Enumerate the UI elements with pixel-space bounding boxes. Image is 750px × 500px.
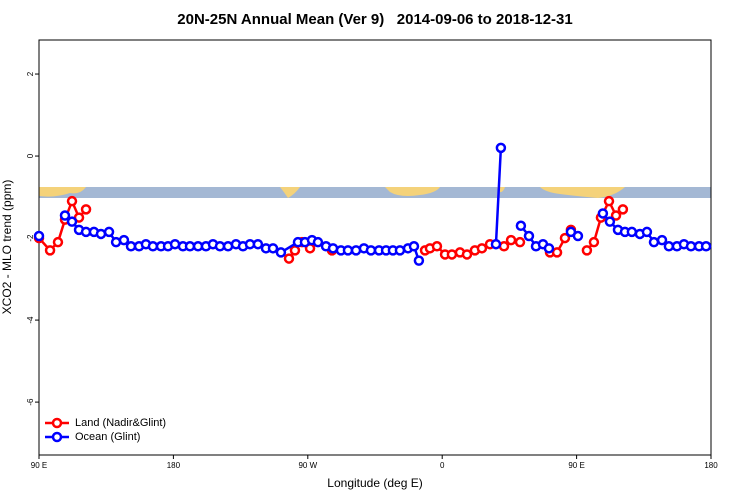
legend-marker — [51, 431, 63, 443]
data-point — [312, 236, 324, 248]
data-point — [617, 204, 629, 215]
data-point — [365, 245, 377, 256]
data-point — [289, 245, 301, 256]
y-tick-label: -4 — [26, 316, 35, 324]
data-point — [66, 195, 78, 207]
data-point — [641, 226, 653, 238]
data-point — [52, 236, 64, 248]
data-point — [597, 208, 609, 219]
y-tick-label: 2 — [26, 71, 35, 76]
data-point — [551, 247, 563, 258]
map-strip — [39, 187, 711, 198]
data-point — [283, 253, 295, 264]
y-tick-label: -6 — [26, 398, 35, 406]
data-point — [656, 234, 668, 246]
data-point — [59, 210, 71, 221]
data-point — [610, 210, 622, 221]
legend-marker — [51, 417, 63, 429]
data-point — [275, 247, 287, 258]
data-point — [604, 216, 616, 227]
y-tick-label: -2 — [26, 234, 35, 242]
data-point — [685, 241, 697, 252]
data-point — [125, 241, 137, 252]
data-point — [66, 216, 78, 227]
data-point — [626, 226, 638, 238]
data-point — [118, 234, 130, 246]
data-point — [214, 241, 226, 252]
data-point — [342, 245, 354, 256]
data-point — [559, 232, 571, 244]
data-point — [543, 243, 555, 254]
data-point — [490, 238, 502, 250]
data-point — [461, 249, 473, 260]
x-tick-label: 180 — [167, 461, 181, 470]
data-point — [147, 241, 159, 252]
data-point — [80, 204, 92, 215]
data-point — [700, 241, 712, 252]
data-point — [514, 236, 526, 248]
data-point — [498, 241, 510, 252]
x-axis-label: Longitude (deg E) — [327, 476, 422, 490]
data-point — [581, 245, 593, 256]
data-point — [33, 230, 45, 242]
data-point — [413, 255, 425, 266]
x-tick-label: 90 E — [568, 461, 584, 470]
data-point — [446, 249, 458, 260]
data-point — [495, 142, 507, 154]
y-axis-label: XCO2 - MLO trend (ppm) — [0, 180, 14, 315]
data-point — [95, 228, 107, 240]
data-point — [505, 234, 517, 246]
data-point — [267, 243, 279, 254]
legend-label: Ocean (Glint) — [75, 431, 140, 443]
x-tick-label: 90 E — [31, 461, 47, 470]
data-point — [523, 230, 535, 242]
legend-label: Land (Nadir&Glint) — [75, 417, 166, 429]
data-point — [252, 238, 264, 250]
data-point — [184, 241, 196, 252]
data-point — [44, 245, 56, 256]
data-point — [648, 236, 660, 248]
data-point — [515, 220, 527, 232]
y-tick-label: 0 — [26, 153, 35, 158]
chart-title: 20N-25N Annual Mean (Ver 9) 2014-09-06 t… — [177, 11, 572, 28]
data-point — [588, 236, 600, 248]
x-tick-label: 90 W — [298, 461, 317, 470]
x-tick-label: 180 — [704, 461, 718, 470]
data-point — [572, 230, 584, 242]
data-point — [408, 241, 420, 252]
data-point — [603, 195, 615, 207]
data-point — [103, 226, 115, 238]
data-point — [394, 245, 406, 256]
x-tick-label: 0 — [440, 461, 445, 470]
data-point — [431, 241, 443, 252]
data-point — [663, 241, 675, 252]
data-point — [476, 243, 488, 254]
